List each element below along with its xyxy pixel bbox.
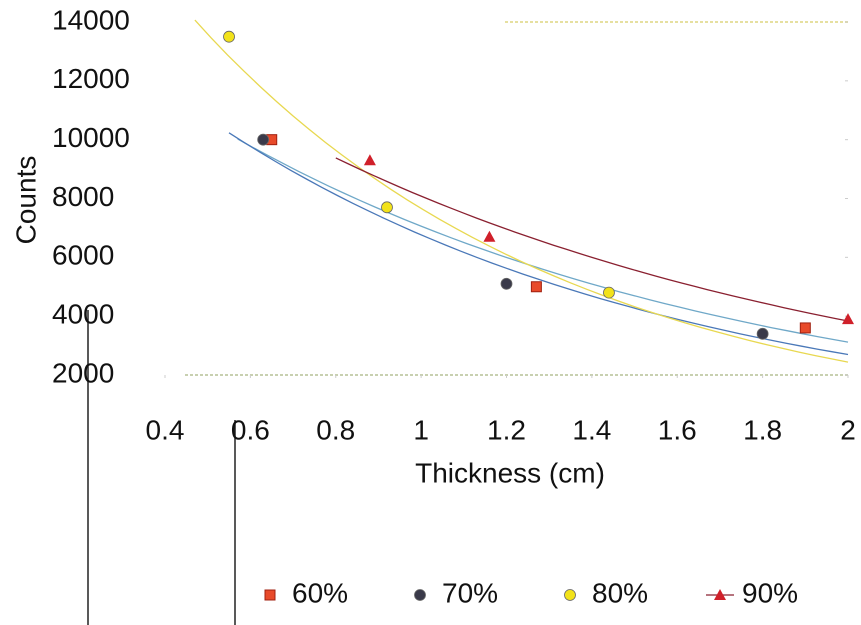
legend-label: 60% <box>292 577 348 608</box>
trendline <box>228 132 849 356</box>
x-tick-label: 1.2 <box>487 414 526 445</box>
x-tick-label: 1.4 <box>572 414 611 445</box>
legend-label: 90% <box>742 577 798 608</box>
y-tick-label: 2000 <box>52 357 114 388</box>
marker <box>483 230 496 242</box>
y-tick-label: 10000 <box>52 122 130 153</box>
x-tick-label: 0.4 <box>146 414 185 445</box>
marker <box>756 327 769 340</box>
marker <box>842 313 854 325</box>
y-tick-label: 6000 <box>52 240 114 271</box>
marker <box>530 281 542 293</box>
marker <box>500 277 513 290</box>
trendline <box>335 157 849 322</box>
legend-marker <box>264 589 276 601</box>
marker <box>363 154 376 166</box>
x-tick-label: 0.8 <box>316 414 355 445</box>
legend-label: 70% <box>442 577 498 608</box>
y-axis-label: Counts <box>10 156 41 245</box>
y-tick-label: 4000 <box>52 299 114 330</box>
marker <box>257 133 270 146</box>
y-tick-label: 8000 <box>52 181 114 212</box>
x-tick-label: 0.6 <box>231 414 270 445</box>
x-tick-label: 1 <box>413 414 429 445</box>
y-tick-label: 14000 <box>52 4 130 35</box>
marker <box>603 286 615 299</box>
marker <box>799 322 811 334</box>
x-tick-label: 2 <box>840 414 856 445</box>
legend-label: 80% <box>592 577 648 608</box>
trendline <box>194 19 849 363</box>
marker <box>223 30 235 43</box>
legend-marker <box>414 589 426 601</box>
x-tick-label: 1.6 <box>658 414 697 445</box>
legend-marker <box>564 589 576 601</box>
marker <box>381 201 393 214</box>
x-tick-label: 1.8 <box>743 414 782 445</box>
legend-marker <box>714 589 726 600</box>
y-tick-label: 12000 <box>52 63 130 94</box>
x-axis-label: Thickness (cm) <box>415 457 605 488</box>
trendline <box>237 138 849 343</box>
